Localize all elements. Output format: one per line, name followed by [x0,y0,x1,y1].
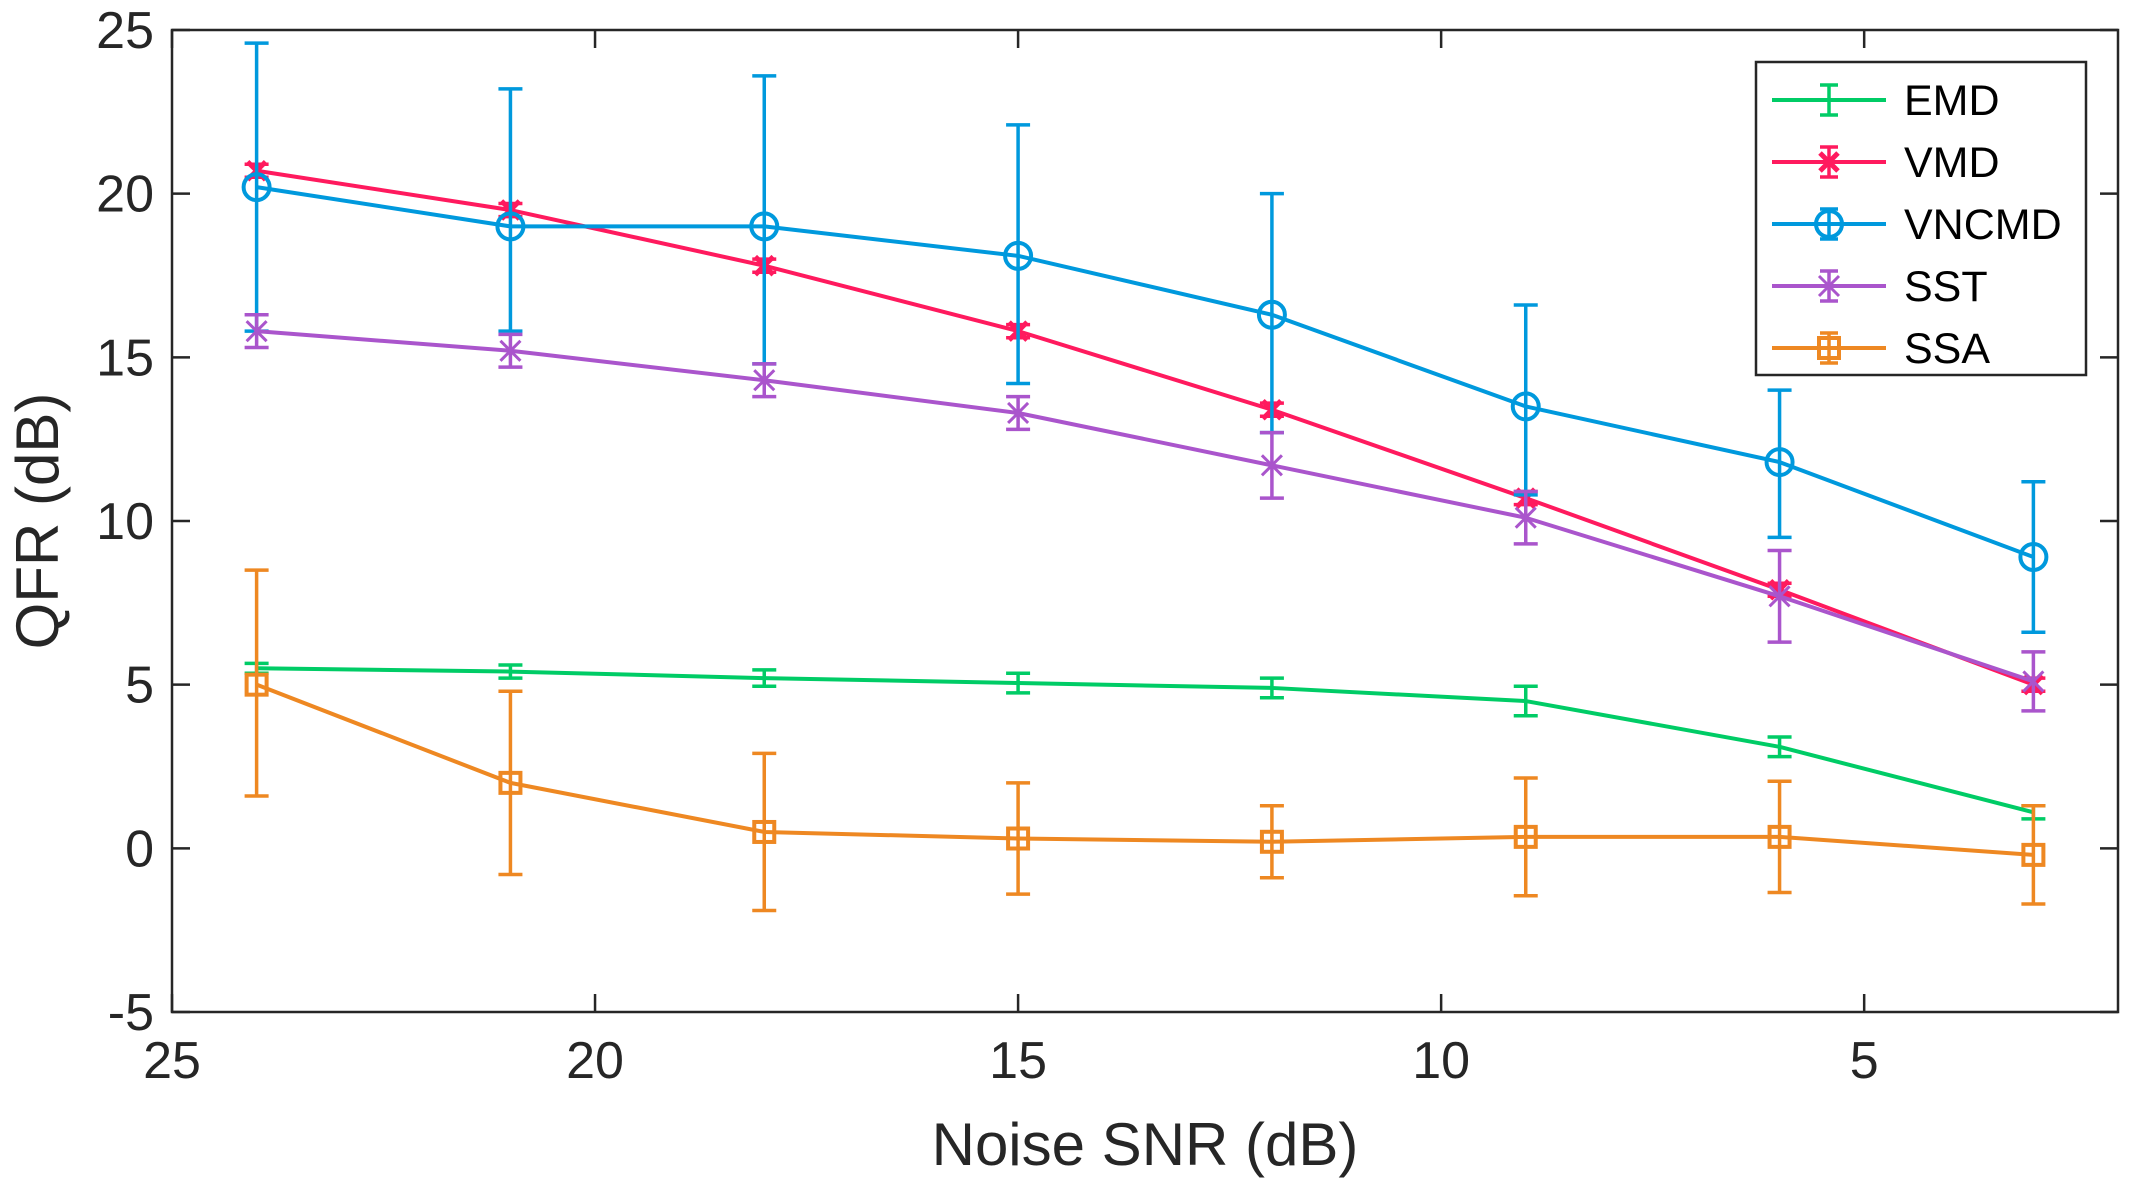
x-tick-label: 5 [1850,1032,1879,1090]
data-point-vncmd [241,172,272,203]
x-tick-label: 20 [566,1032,624,1090]
y-axis-title: QFR (dB) [4,393,71,650]
legend-marker-vncmd [1814,209,1844,239]
legend-label-ssa: SSA [1904,325,1990,373]
data-point-vncmd [749,211,780,242]
data-point-sst [1514,505,1537,530]
data-point-ssa [498,770,523,795]
series-line-ssa [255,682,2034,857]
axis-ticks: 25 20 15 10 5 -5 0 5 10 15 20 25 [96,2,2118,1090]
data-point-ssa [1513,824,1538,849]
data-point-vncmd [495,211,526,242]
series-line-vncmd [256,185,2035,559]
x-axis-title: Noise SNR (dB) [932,1111,1359,1178]
x-tick-label: 15 [989,1032,1047,1090]
y-tick-label: 5 [125,657,154,715]
series-layer [241,41,2049,913]
data-point-sst [1260,453,1283,478]
legend-label-vmd: VMD [1904,139,2000,187]
series-ssa [244,568,2046,913]
legend: EMD VMD VNCMD SST SSA [1754,60,2088,377]
data-point-vncmd [1510,391,1541,422]
legend-marker-sst [1817,274,1841,298]
data-point-sst [245,319,268,344]
data-point-sst [1007,400,1030,425]
legend-item-emd: EMD [1772,77,2000,125]
series-line-sst [256,329,2035,684]
data-point-vncmd [1003,240,1034,271]
series-line-vmd [256,168,2035,687]
legend-item-ssa: SSA [1772,325,1990,373]
data-point-sst [2022,669,2045,694]
data-point-vncmd [1256,299,1287,330]
legend-item-vncmd: VNCMD [1772,201,2062,249]
legend-marker-vmd [1818,151,1840,173]
series-vncmd [241,41,2049,635]
legend-label-sst: SST [1904,263,1988,311]
legend-item-sst: SST [1772,263,1988,311]
y-tick-label: 15 [96,329,154,387]
data-point-ssa [1259,829,1284,854]
legend-label-vncmd: VNCMD [1904,201,2062,249]
y-tick-label: 10 [96,493,154,551]
x-tick-label: 10 [1412,1032,1470,1090]
x-tick-label: 25 [143,1032,201,1090]
legend-box [1754,60,2088,377]
data-point-ssa [2021,842,2046,867]
data-point-ssa [752,819,777,844]
data-point-ssa [244,672,269,697]
y-tick-label: 20 [96,166,154,224]
data-point-sst [753,368,776,393]
legend-marker-ssa [1817,336,1841,360]
data-point-vncmd [2018,542,2049,573]
data-point-ssa [1767,824,1792,849]
series-line-emd [256,666,2034,815]
y-tick-label: 0 [125,820,154,878]
data-point-ssa [1006,826,1031,851]
data-point-sst [1768,584,1791,609]
legend-item-vmd: VMD [1772,139,2000,187]
error-bar-ssa [244,568,269,798]
y-tick-label: -5 [108,984,154,1042]
error-bar-vncmd [498,87,523,333]
y-tick-label: 25 [96,2,154,60]
series-sst [244,313,2046,713]
legend-marker-vmd-stroke [1818,151,1840,173]
series-emd [244,661,2046,821]
legend-label-emd: EMD [1904,77,2000,125]
data-point-vncmd [1764,447,1795,478]
data-point-sst [499,338,522,363]
